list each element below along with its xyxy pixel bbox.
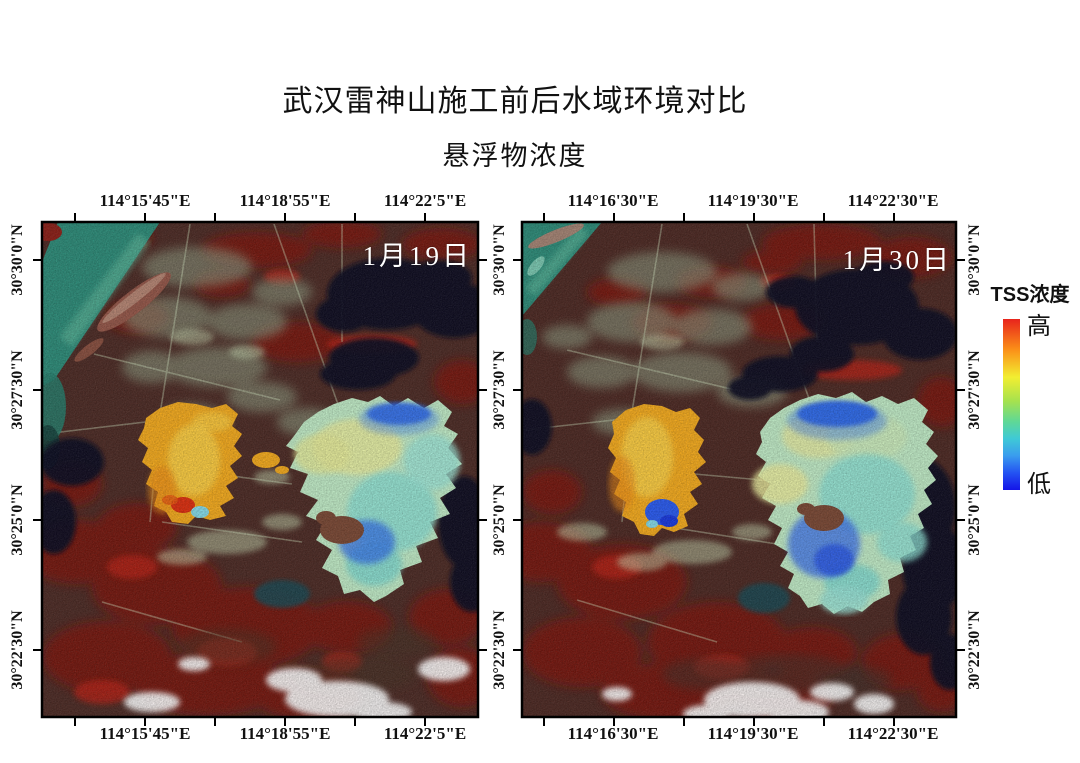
lon-label: 114°22'30"E	[847, 724, 939, 743]
satellite-map-jan19	[33, 213, 487, 726]
lat-label: 30°25'0"N	[966, 484, 983, 556]
lon-label: 114°16'30"E	[567, 724, 659, 743]
map-art	[42, 222, 478, 717]
lon-label: 114°19'30"E	[707, 191, 799, 210]
date-label-jan19: 1月19日	[362, 241, 472, 271]
page-title: 武汉雷神山施工前后水域环境对比	[282, 85, 748, 118]
lat-label: 30°25'0"N	[9, 484, 26, 556]
map-panel-jan19: 1月19日	[33, 213, 487, 726]
lat-label: 30°22'30"N	[966, 610, 983, 690]
tss-colorbar	[1003, 319, 1020, 490]
lon-label: 114°19'30"E	[707, 724, 799, 743]
legend-title: TSS浓度	[990, 284, 1070, 306]
lat-label: 30°27'30"N	[9, 350, 26, 430]
lon-label: 114°22'5"E	[383, 191, 467, 210]
lon-label: 114°22'5"E	[383, 724, 467, 743]
lat-label: 30°22'30"N	[9, 610, 26, 690]
lon-label: 114°16'30"E	[567, 191, 659, 210]
lon-label: 114°22'30"E	[847, 191, 939, 210]
lat-label: 30°30'0"N	[491, 224, 508, 296]
axis-ticks	[33, 213, 487, 726]
map-border	[40, 220, 480, 719]
lat-label: 30°27'30"N	[966, 350, 983, 430]
map-panel-jan30: 1月30日	[513, 213, 965, 726]
lat-label: 30°27'30"N	[491, 350, 508, 430]
lat-label: 30°30'0"N	[9, 224, 26, 296]
map-border	[520, 220, 958, 719]
lon-label: 114°15'45"E	[99, 724, 191, 743]
legend-low-label: 低	[1027, 472, 1051, 498]
axis-ticks	[513, 213, 965, 726]
satellite-map-jan30	[513, 213, 965, 726]
date-label-jan30: 1月30日	[842, 245, 952, 275]
map-art	[522, 222, 956, 717]
lon-label: 114°18'55"E	[239, 191, 331, 210]
lon-label: 114°15'45"E	[99, 191, 191, 210]
lat-label: 30°25'0"N	[491, 484, 508, 556]
page-subtitle: 悬浮物浓度	[442, 141, 588, 171]
lon-label: 114°18'55"E	[239, 724, 331, 743]
legend-high-label: 高	[1027, 314, 1051, 340]
lat-label: 30°22'30"N	[491, 610, 508, 690]
